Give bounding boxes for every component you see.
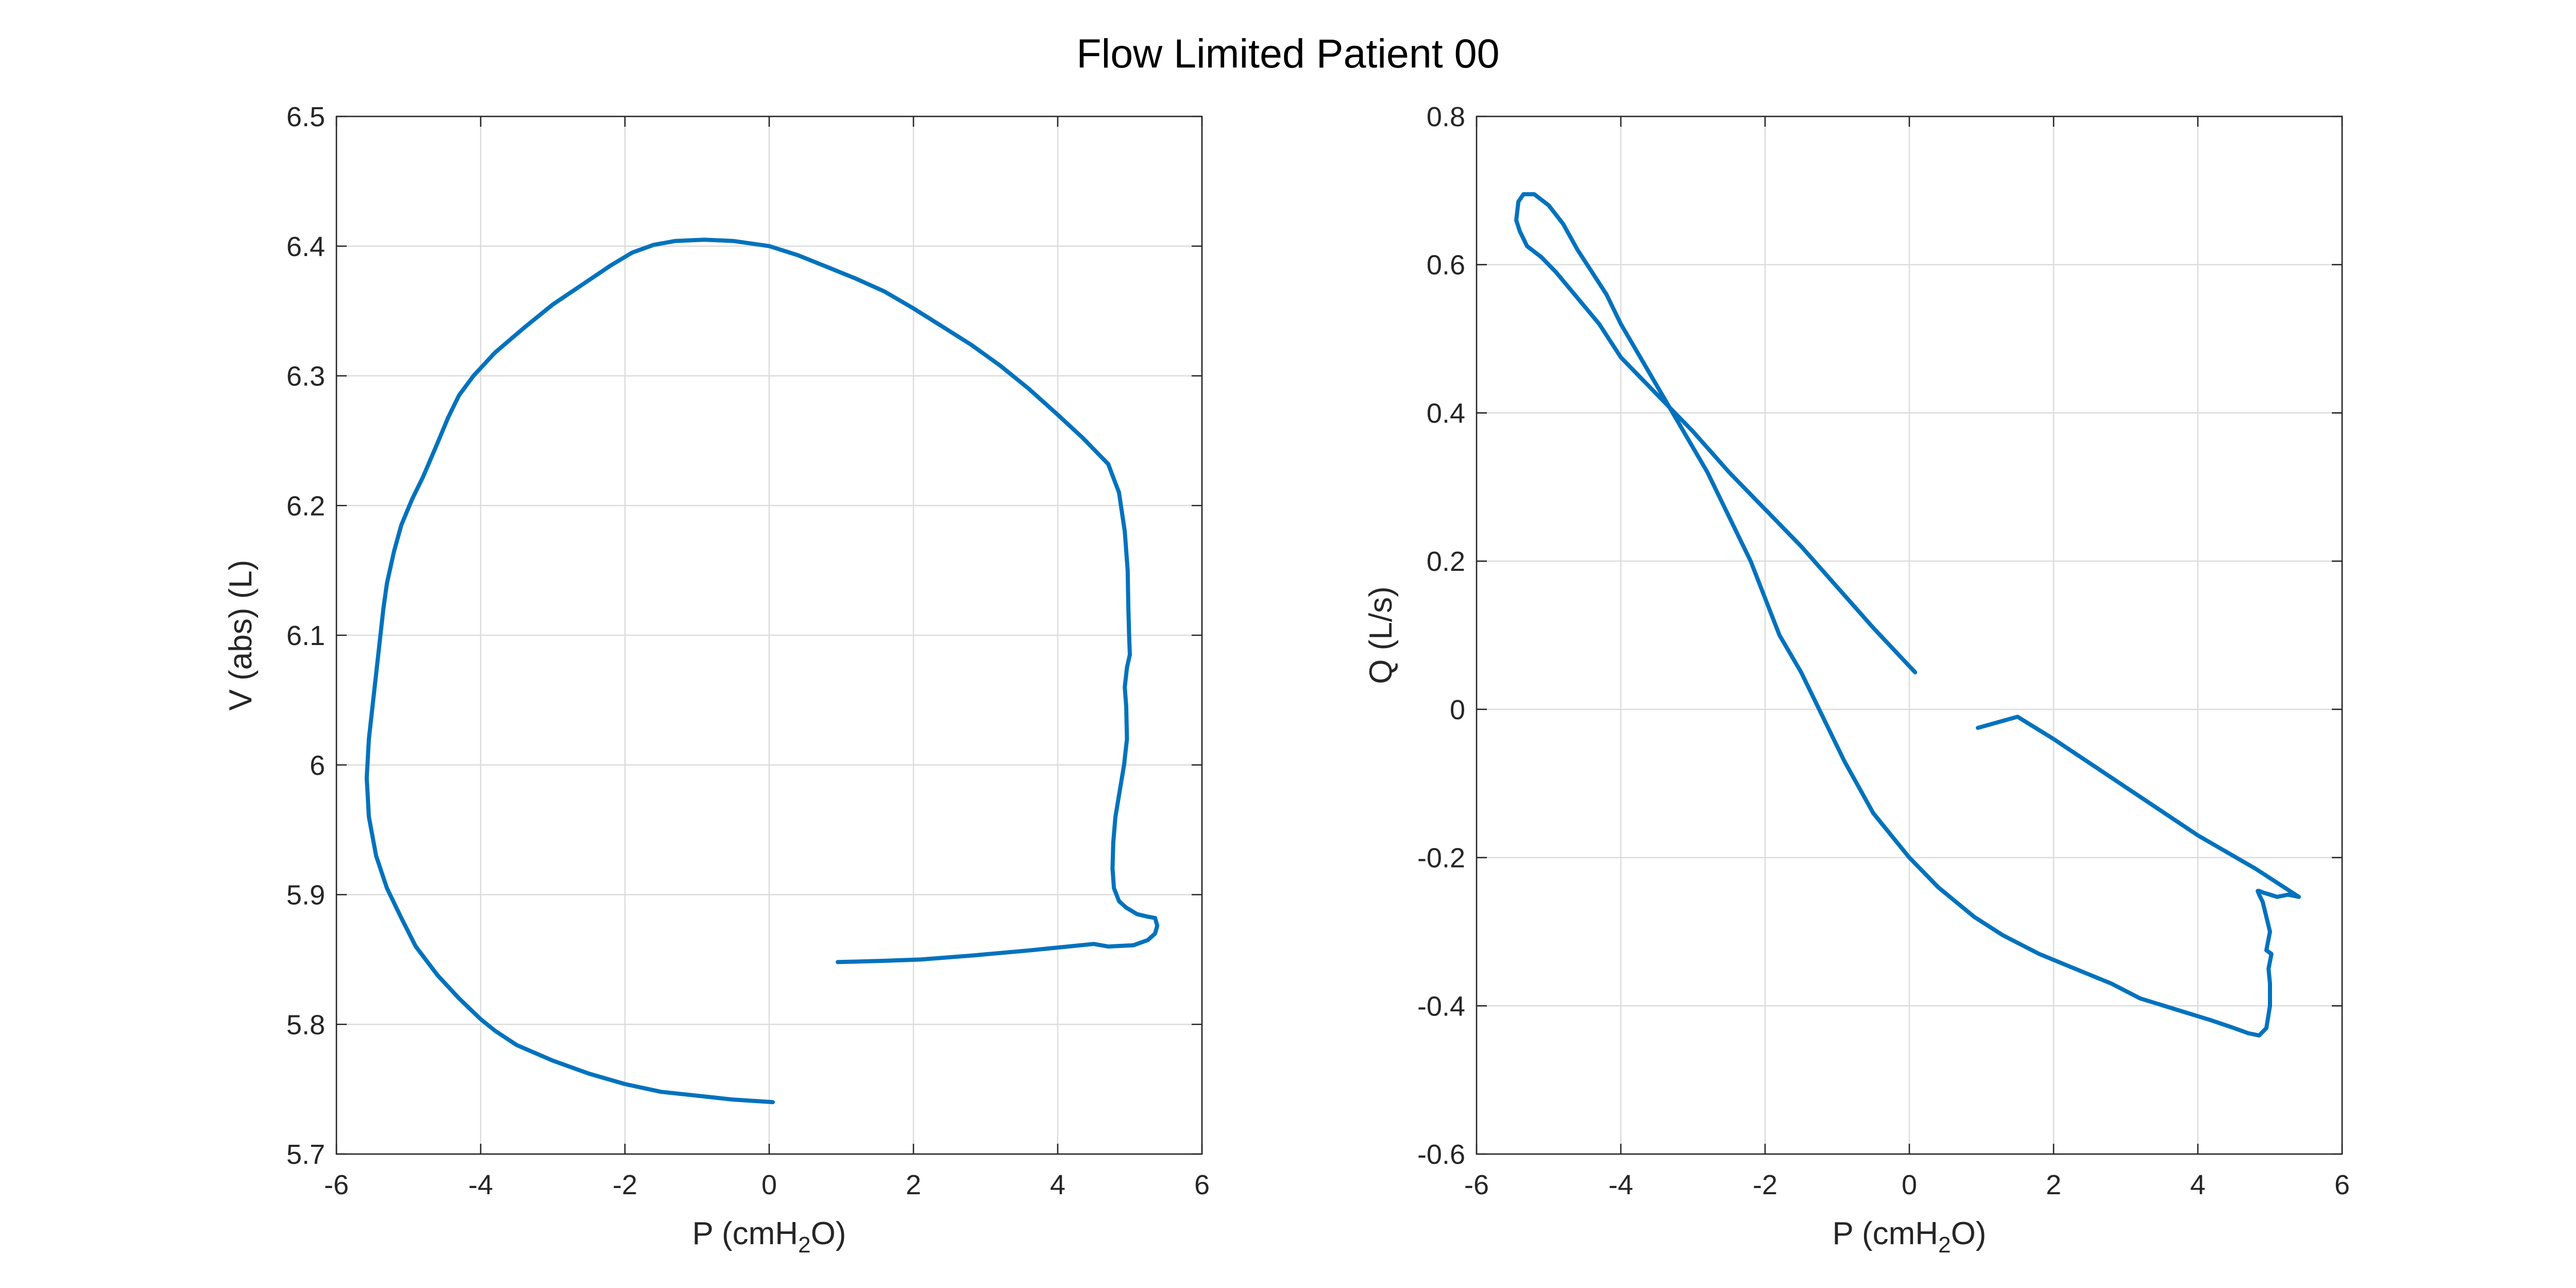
x-tick-label: -2: [613, 1170, 637, 1200]
y-tick-label: 6.2: [286, 490, 325, 521]
y-tick-label: -0.6: [1417, 1139, 1465, 1170]
y-tick-label: 5.7: [286, 1139, 325, 1170]
y-axis-label: V (abs) (L): [223, 560, 259, 711]
y-tick-label: 6.5: [286, 101, 325, 132]
x-tick-label: -4: [468, 1170, 493, 1200]
series-line-1: [364, 238, 1160, 1105]
x-tick-label: 2: [2046, 1170, 2061, 1200]
x-tick-label: -6: [324, 1170, 349, 1200]
y-tick-label: 6: [310, 750, 325, 781]
y-tick-label: 6.1: [286, 620, 325, 651]
y-tick-label: 5.8: [286, 1009, 325, 1040]
x-tick-label: -4: [1608, 1170, 1633, 1200]
x-tick-label: 6: [1194, 1170, 1210, 1200]
x-tick-label: 0: [1902, 1170, 1917, 1200]
axes-volume: -6 -4 -2 0 2 4 6 5.7 5.8 5.9 6 6.1 6.2 6.3 6.4 6.5 P (cm…: [223, 101, 1210, 1258]
x-axis-label: P (cmH2O): [692, 1216, 846, 1258]
y-tick-label: 0.6: [1427, 250, 1465, 281]
x-tick-label: 0: [761, 1170, 777, 1200]
x-tick-label: 2: [906, 1170, 921, 1200]
y-tick-label: 6.3: [286, 361, 325, 392]
x-tick-label: 4: [1050, 1170, 1065, 1200]
y-tick-label: 0.4: [1427, 398, 1465, 429]
x-axis-label: P (cmH2O): [1833, 1216, 1987, 1258]
x-tick-label: -6: [1464, 1170, 1489, 1200]
x-tick-label: 6: [2334, 1170, 2350, 1200]
axes-flow: -6 -4 -2 0 2 4 6 -0.6 -0.4 -0.2 0 0.2 0.4 0.6 0.8 P (cm…: [1363, 101, 2350, 1258]
y-tick-label: 0.2: [1427, 546, 1465, 577]
x-tick-label: -2: [1753, 1170, 1777, 1200]
y-tick-label: 0: [1450, 694, 1465, 725]
y-tick-label: 0.8: [1427, 101, 1465, 132]
x-tick-label: 4: [2190, 1170, 2206, 1200]
figure-title: Flow Limited Patient 00: [1076, 30, 1500, 76]
y-tick-label: 6.4: [286, 231, 325, 262]
y-tick-label: -0.4: [1417, 991, 1465, 1022]
y-tick-label: 5.9: [286, 880, 325, 911]
y-tick-label: -0.2: [1417, 843, 1465, 874]
series-line-1: [1514, 192, 2301, 1038]
y-axis-label: Q (L/s): [1363, 586, 1399, 684]
